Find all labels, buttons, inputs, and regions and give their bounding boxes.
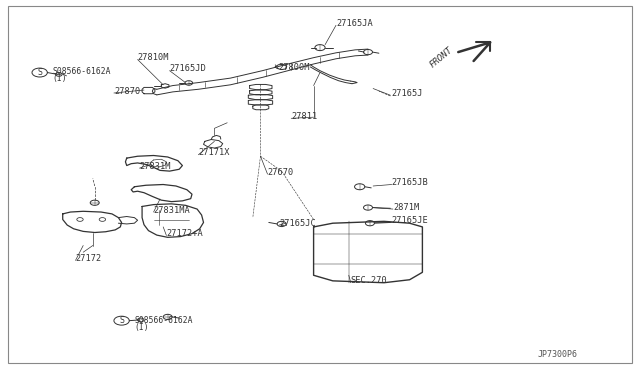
Text: 27800M: 27800M: [278, 63, 310, 72]
Text: 27165JB: 27165JB: [392, 178, 428, 187]
Text: FRONT: FRONT: [428, 46, 455, 70]
Text: 27870: 27870: [114, 87, 140, 96]
Text: 27811: 27811: [291, 112, 317, 121]
Text: 27165JE: 27165JE: [392, 216, 428, 225]
Text: 27810M: 27810M: [138, 53, 169, 62]
Text: SEC.270: SEC.270: [351, 276, 387, 285]
Text: 2871M: 2871M: [393, 203, 419, 212]
Text: 27171X: 27171X: [198, 148, 230, 157]
Text: S: S: [119, 316, 124, 325]
Text: 27831MA: 27831MA: [154, 206, 190, 215]
Text: S: S: [37, 68, 42, 77]
Text: 27165JD: 27165JD: [170, 64, 206, 73]
Text: 27831M: 27831M: [140, 162, 171, 171]
Text: 27165J: 27165J: [392, 89, 423, 98]
Text: 27165JC: 27165JC: [279, 219, 316, 228]
Text: 27172: 27172: [76, 254, 102, 263]
Text: 27165JA: 27165JA: [336, 19, 372, 28]
Text: S08566-6162A: S08566-6162A: [52, 67, 111, 76]
Text: 27670: 27670: [268, 168, 294, 177]
Text: S08566-6162A: S08566-6162A: [134, 316, 193, 325]
Text: (I): (I): [134, 323, 149, 332]
Text: (I): (I): [52, 74, 67, 83]
Text: JP7300P6: JP7300P6: [538, 350, 578, 359]
Text: 27172+A: 27172+A: [166, 229, 203, 238]
